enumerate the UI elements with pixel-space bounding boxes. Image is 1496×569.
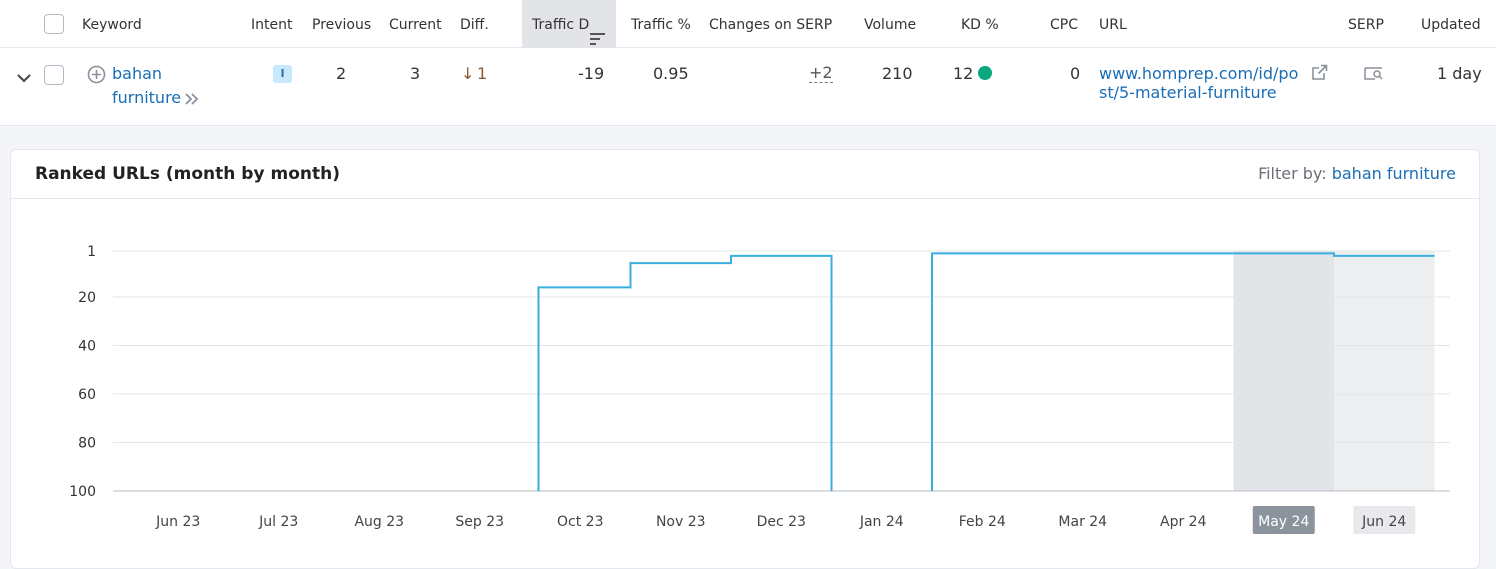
serp-changes-value[interactable]: +2	[809, 63, 833, 83]
filter-keyword-link[interactable]: bahan furniture	[1331, 164, 1456, 183]
x-tick-label: Aug 23	[354, 514, 404, 530]
ranking-series-line	[537, 252, 1435, 491]
header-url[interactable]: URL	[1099, 17, 1127, 33]
filter-label: Filter by:	[1258, 164, 1327, 183]
header-current[interactable]: Current	[389, 17, 442, 33]
volume-value: 210	[882, 64, 913, 83]
kd-value: 12	[953, 64, 993, 83]
add-keyword-icon[interactable]	[87, 65, 106, 88]
panel-divider	[11, 198, 1479, 199]
header-cpc[interactable]: CPC	[1050, 17, 1078, 33]
diff-down-arrow-icon: ↓	[461, 64, 475, 83]
x-tick-label: Dec 23	[757, 514, 806, 530]
external-link-icon[interactable]	[1311, 64, 1328, 85]
cpc-value: 0	[1070, 64, 1081, 83]
x-tick-label: Jan 24	[859, 514, 904, 530]
x-tick-label: Jul 23	[258, 514, 298, 530]
x-tick-label: May 24	[1258, 514, 1309, 530]
y-tick-label: 100	[69, 484, 96, 500]
x-tick-label: Jun 23	[155, 514, 200, 530]
header-previous[interactable]: Previous	[312, 17, 372, 33]
y-tick-label: 80	[78, 436, 96, 452]
sort-icon[interactable]	[590, 17, 606, 67]
url-link-line1[interactable]: www.homprep.com/id/po	[1099, 64, 1299, 83]
keyword-details-icon[interactable]	[184, 91, 200, 110]
kd-number: 12	[953, 64, 974, 83]
x-tick-label: Oct 23	[557, 514, 603, 530]
current-position: 3	[410, 64, 421, 83]
y-tick-label: 60	[78, 387, 96, 403]
y-tick-label: 20	[78, 290, 96, 306]
row-checkbox[interactable]	[44, 65, 64, 85]
panel-title: Ranked URLs (month by month)	[35, 164, 340, 184]
header-serp[interactable]: SERP	[1348, 17, 1384, 33]
x-tick-label: Apr 24	[1160, 514, 1207, 530]
traffic-diff-value: -19	[578, 64, 605, 83]
selected-month-label-bg	[1252, 506, 1315, 534]
header-updated[interactable]: Updated	[1421, 17, 1481, 33]
ranked-urls-chart: 1 20 40 60 80 100 Jun 23 Jul 23 Aug 23 Sep 23 Oct …	[69, 244, 1450, 534]
header-traffic-percent[interactable]: Traffic %	[631, 17, 691, 33]
previous-position: 2	[336, 64, 347, 83]
url-link-line2[interactable]: st/5-material-furniture	[1099, 83, 1277, 102]
x-tick-label: Nov 23	[656, 514, 706, 530]
header-kd[interactable]: KD %	[961, 17, 999, 33]
x-tick-label: Sep 23	[455, 514, 504, 530]
keyword-link-line2[interactable]: furniture	[112, 88, 182, 107]
header-changes-on-serp[interactable]: Changes on SERP	[709, 17, 833, 33]
diff-value: 1	[477, 64, 488, 83]
month-highlight-band	[1233, 251, 1334, 491]
header-traffic-diff[interactable]: Traffic D	[522, 0, 616, 48]
x-tick-label: Jun 24	[1361, 514, 1406, 530]
table-header: Keyword Intent Previous Current Diff. Tr…	[0, 0, 1496, 48]
traffic-percent-value: 0.95	[653, 64, 689, 83]
keyword-link-line1[interactable]: bahan	[112, 64, 163, 83]
serp-snapshot-icon[interactable]	[1364, 65, 1384, 85]
y-tick-label: 1	[87, 244, 96, 260]
chevron-down-icon[interactable]	[17, 68, 31, 87]
header-volume[interactable]: Volume	[864, 17, 917, 33]
header-intent[interactable]: Intent	[251, 17, 293, 33]
updated-value: 1 day	[1437, 64, 1482, 83]
header-keyword[interactable]: Keyword	[82, 17, 142, 33]
header-diff[interactable]: Diff.	[460, 17, 489, 33]
header-traffic-diff-label: Traffic D	[532, 17, 590, 33]
x-tick-label: Mar 24	[1058, 514, 1107, 530]
month-label-bg	[1353, 506, 1416, 534]
y-tick-label: 40	[78, 339, 96, 355]
panel-filter: Filter by: bahan furniture	[1258, 164, 1456, 183]
intent-badge: I	[273, 65, 292, 83]
x-tick-label: Feb 24	[959, 514, 1006, 530]
kd-difficulty-dot-icon	[978, 66, 993, 80]
table-row: bahan furniture I 2 3 ↓ 1 -19 0.95 +2 21…	[0, 48, 1496, 126]
month-highlight-band	[1334, 251, 1435, 491]
select-all-checkbox[interactable]	[44, 14, 64, 34]
